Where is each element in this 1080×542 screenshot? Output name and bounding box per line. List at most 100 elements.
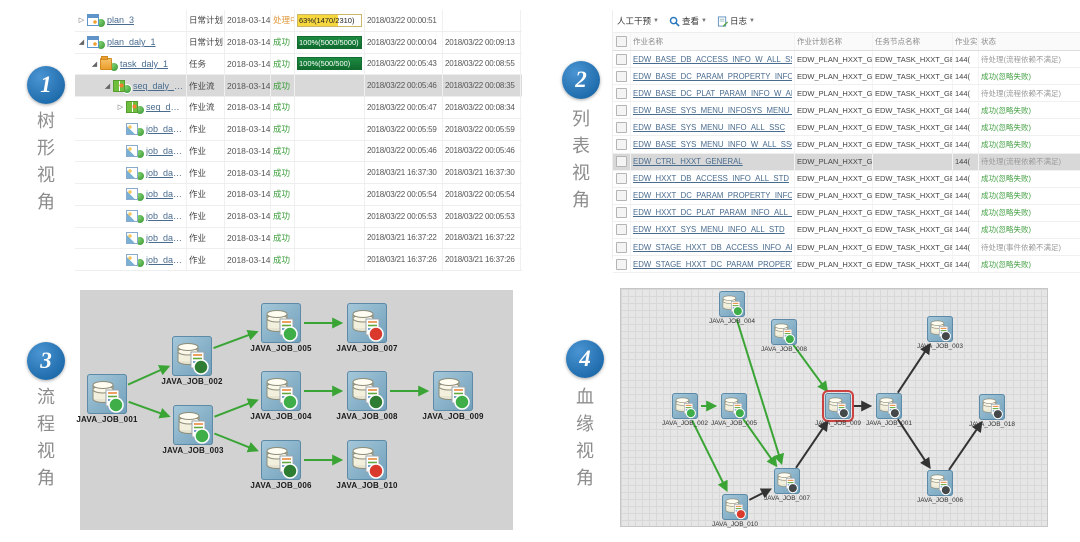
job-node-JAVA_JOB_003[interactable]: [927, 316, 953, 342]
job-node-JAVA_JOB_003[interactable]: [173, 405, 213, 445]
database-job-icon: [92, 381, 124, 413]
job-node-JAVA_JOB_005[interactable]: [721, 393, 747, 419]
job-node-label: JAVA_JOB_008: [760, 346, 808, 353]
row-checkbox[interactable]: [613, 68, 631, 85]
tree-node-link[interactable]: job_daly_1_5: [146, 232, 184, 243]
tree-row[interactable]: ◢ seq_daly_1_1 作业流 2018-03-14 成功 2018/03/22 0…: [75, 75, 522, 97]
tree-row[interactable]: ◢ task_daly_1 任务 2018-03-14 成功 100%(500/500) 2…: [75, 53, 522, 76]
table-row[interactable]: EDW_HXXT_DC_PARAM_PROPERTY_INFO_ALL_STDE…: [613, 187, 1080, 205]
table-row[interactable]: EDW_CTRL_HXXT_GENERAL EDW_PLAN_HXXT_GENER…: [613, 153, 1080, 171]
job-name-link[interactable]: EDW_CTRL_HXXT_GENERAL: [633, 157, 743, 167]
job-name-link[interactable]: EDW_BASE_SYS_MENU_INFO_W_ALL_SSC: [633, 140, 792, 150]
tree-node-link[interactable]: plan_daly_1: [107, 37, 156, 48]
table-row[interactable]: EDW_BASE_SYS_MENU_INFO_ALL_SSC EDW_PLAN_H…: [613, 119, 1080, 137]
tree-progress-cell: [295, 75, 365, 96]
job-name-link[interactable]: EDW_STAGE_HXXT_DC_PARAM_PROPERTY_INFO_AL…: [633, 259, 792, 269]
row-checkbox[interactable]: [613, 239, 631, 256]
row-checkbox[interactable]: [613, 102, 631, 119]
manual-intervention-button[interactable]: 人工干预 ▼: [617, 15, 659, 27]
table-row[interactable]: EDW_STAGE_HXXT_DB_ACCESS_INFO_ALL_LOADED…: [613, 239, 1080, 257]
job-node-JAVA_JOB_006[interactable]: [927, 470, 953, 496]
tree-node-link[interactable]: job_daly_1_6: [146, 254, 184, 265]
job-name-link[interactable]: EDW_BASE_DC_PARAM_PROPERTY_INFO_W_ALL_SS…: [633, 71, 792, 81]
expander-collapsed[interactable]: ▷: [78, 17, 85, 25]
job-name-link[interactable]: EDW_STAGE_HXXT_DB_ACCESS_INFO_ALL_LOAD: [633, 242, 792, 252]
expander-collapsed[interactable]: ▷: [117, 104, 124, 112]
row-checkbox[interactable]: [613, 153, 631, 170]
job-node-JAVA_JOB_002[interactable]: [672, 393, 698, 419]
job-name-link[interactable]: EDW_HXXT_DC_PLAT_PARAM_INFO_ALL_STD: [633, 208, 792, 218]
job-name-link[interactable]: EDW_BASE_DB_ACCESS_INFO_W_ALL_SSC: [633, 54, 792, 64]
tree-node-link[interactable]: job_daly_1_2: [146, 167, 184, 178]
database-job-icon: [266, 447, 298, 479]
row-checkbox[interactable]: [613, 136, 631, 153]
job-node-JAVA_JOB_006[interactable]: [261, 440, 301, 480]
job-node-JAVA_JOB_008[interactable]: [771, 319, 797, 345]
job-node-JAVA_JOB_010[interactable]: [722, 494, 748, 520]
row-checkbox[interactable]: [613, 85, 631, 102]
table-row[interactable]: EDW_STAGE_HXXT_DC_PARAM_PROPERTY_INFO_AL…: [613, 256, 1080, 274]
tree-node-link[interactable]: plan_3: [107, 15, 135, 26]
tree-row[interactable]: ◢ plan_daly_1 日常计划 2018-03-14 成功 100%(5000/50…: [75, 31, 522, 54]
job-node-JAVA_JOB_001[interactable]: [876, 393, 902, 419]
job-node-JAVA_JOB_009[interactable]: [822, 390, 854, 422]
select-all-checkbox[interactable]: [613, 33, 631, 50]
tree-node-link[interactable]: job_daly_1_4: [146, 211, 184, 222]
table-row[interactable]: EDW_BASE_DB_ACCESS_INFO_W_ALL_SSC EDW_PLA…: [613, 51, 1080, 69]
table-row[interactable]: EDW_HXXT_DB_ACCESS_INFO_ALL_STD EDW_PLAN_…: [613, 170, 1080, 188]
tree-node-link[interactable]: job_daly_1_3: [146, 189, 184, 200]
job-node-JAVA_JOB_018[interactable]: [979, 394, 1005, 420]
tree-node-link[interactable]: job_daly_1_1: [146, 124, 184, 135]
table-row[interactable]: EDW_HXXT_DC_PLAT_PARAM_INFO_ALL_STD EDW_P…: [613, 204, 1080, 222]
job-name-link[interactable]: EDW_BASE_SYS_MENU_INFOSYS_MENU_INFO_ALL_…: [633, 105, 792, 115]
job-node-JAVA_JOB_007[interactable]: [347, 303, 387, 343]
expander-expanded[interactable]: ◢: [104, 82, 111, 90]
job-node-JAVA_JOB_002[interactable]: [172, 336, 212, 376]
tree-node-link[interactable]: seq_daly_1_4: [146, 102, 184, 113]
job-name-link[interactable]: EDW_HXXT_DC_PARAM_PROPERTY_INFO_ALL_STD: [633, 191, 792, 201]
row-checkbox[interactable]: [613, 187, 631, 204]
expander-expanded[interactable]: ◢: [78, 39, 85, 47]
table-row[interactable]: EDW_HXXT_SYS_MENU_INFO_ALL_STD EDW_PLAN_H…: [613, 221, 1080, 240]
job-node-JAVA_JOB_004[interactable]: [719, 291, 745, 317]
progress-fill: [298, 58, 361, 70]
table-row[interactable]: EDW_BASE_SYS_MENU_INFOSYS_MENU_INFO_ALL_…: [613, 102, 1080, 120]
job-node-JAVA_JOB_010[interactable]: [347, 440, 387, 480]
view-button[interactable]: 查看 ▼: [669, 15, 707, 27]
job-node-JAVA_JOB_001[interactable]: [87, 374, 127, 414]
row-checkbox[interactable]: [613, 51, 631, 68]
table-row[interactable]: EDW_BASE_DC_PARAM_PROPERTY_INFO_W_ALL_SS…: [613, 68, 1080, 86]
expander-expanded[interactable]: ◢: [91, 60, 98, 68]
job-name-link[interactable]: EDW_BASE_SYS_MENU_INFO_ALL_SSC: [633, 122, 786, 132]
job-node-JAVA_JOB_008[interactable]: [347, 371, 387, 411]
job-node-JAVA_JOB_009[interactable]: [433, 371, 473, 411]
table-row[interactable]: EDW_BASE_SYS_MENU_INFO_W_ALL_SSC EDW_PLAN…: [613, 136, 1080, 154]
tree-node-link[interactable]: job_daly_1_10: [146, 145, 184, 156]
job-name-link[interactable]: EDW_HXXT_DB_ACCESS_INFO_ALL_STD: [633, 174, 789, 184]
tree-starttime-cell: 2018/03/21 16:37:26: [365, 249, 443, 270]
job-node-JAVA_JOB_004[interactable]: [261, 371, 301, 411]
tree-node-link[interactable]: seq_daly_1_1: [133, 80, 184, 91]
row-checkbox[interactable]: [613, 119, 631, 136]
tree-node-link[interactable]: task_daly_1: [120, 58, 169, 69]
row-checkbox[interactable]: [613, 204, 631, 221]
tree-endtime-cell: 2018/03/22 00:08:35: [443, 75, 521, 96]
job-node-JAVA_JOB_007[interactable]: [774, 468, 800, 494]
row-checkbox[interactable]: [613, 221, 631, 239]
job-node-JAVA_JOB_005[interactable]: [261, 303, 301, 343]
log-button[interactable]: 日志 ▼: [717, 15, 755, 27]
table-row[interactable]: EDW_BASE_DC_PLAT_PARAM_INFO_W_ALL_SSCEDW…: [613, 85, 1080, 103]
row-checkbox[interactable]: [613, 170, 631, 187]
job-name-link[interactable]: EDW_BASE_DC_PLAT_PARAM_INFO_W_ALL_SSC: [633, 88, 792, 98]
job-name-link[interactable]: EDW_HXXT_SYS_MENU_INFO_ALL_STD: [633, 225, 785, 235]
row-checkbox[interactable]: [613, 256, 631, 273]
